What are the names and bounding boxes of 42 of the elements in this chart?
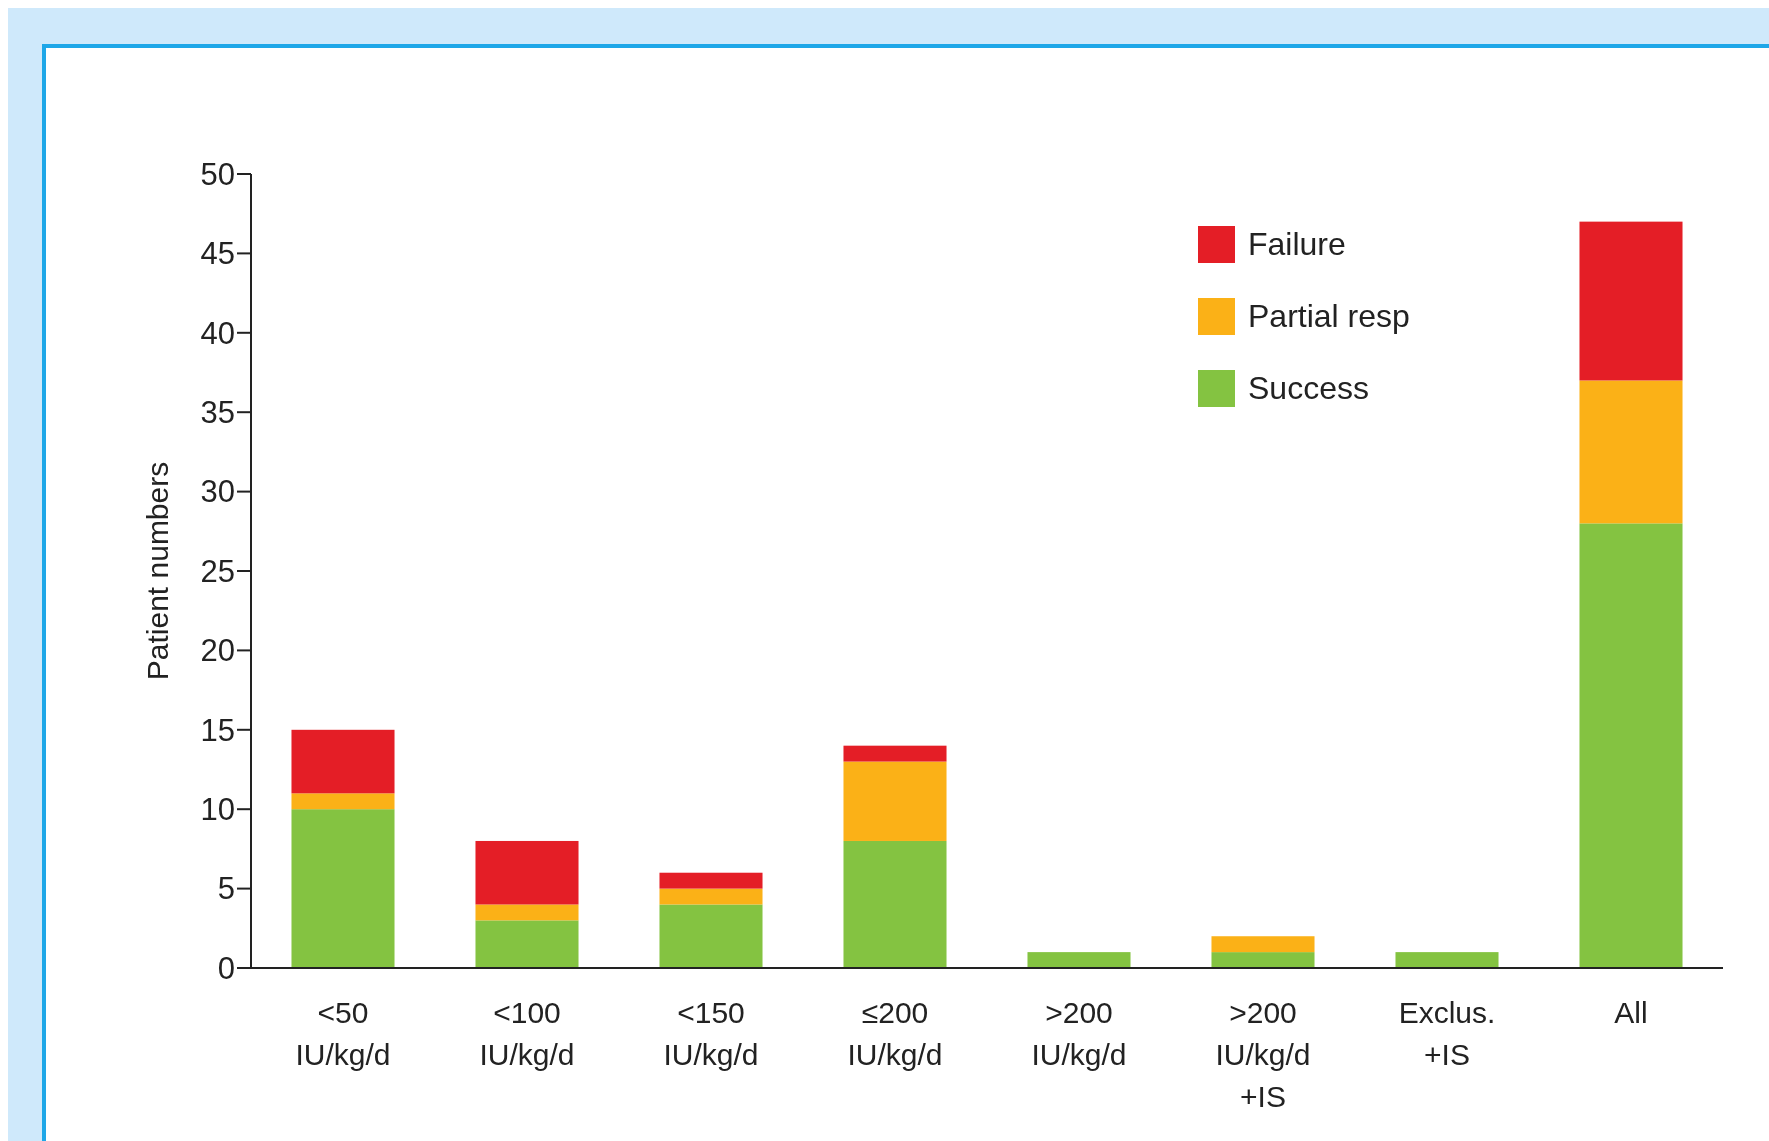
y-tick-label: 20 — [200, 633, 235, 669]
bar — [843, 761, 947, 841]
bar — [1211, 936, 1315, 953]
bar — [1027, 952, 1131, 968]
y-tick-label: 0 — [217, 950, 235, 986]
x-tick-label: Exclus. +IS — [1398, 996, 1496, 1071]
y-axis-title: Patient numbers — [141, 461, 174, 681]
y-tick-label: 5 — [217, 871, 235, 907]
bar — [659, 872, 763, 889]
y-tick-label: 25 — [200, 553, 235, 589]
y-tick-label: 35 — [200, 395, 235, 431]
bar — [659, 888, 763, 905]
y-tick-label: 30 — [200, 474, 235, 510]
y-tick-label: 50 — [200, 156, 235, 192]
legend-label: Partial resp — [1248, 298, 1410, 335]
bar — [475, 920, 579, 968]
x-tick-label: ≤200 IU/kg/d — [847, 996, 943, 1071]
bar — [843, 840, 947, 968]
bar — [475, 904, 579, 921]
bar — [291, 809, 395, 968]
y-tick-label: 15 — [200, 712, 235, 748]
bar — [1579, 380, 1683, 524]
x-tick-label: <50 IU/kg/d — [295, 996, 391, 1071]
bar — [1579, 221, 1683, 381]
legend-label: Failure — [1248, 226, 1346, 263]
bar — [1211, 952, 1315, 968]
bar — [291, 793, 395, 810]
bar — [475, 840, 579, 905]
y-tick-label: 10 — [200, 792, 235, 828]
bar — [843, 745, 947, 762]
x-tick-label: <100 IU/kg/d — [479, 996, 575, 1071]
y-tick-label: 45 — [200, 236, 235, 272]
bar — [659, 904, 763, 968]
y-tick-label: 40 — [200, 315, 235, 351]
x-tick-label: >200 IU/kg/d +IS — [1215, 996, 1311, 1113]
x-tick-label: >200 IU/kg/d — [1031, 996, 1127, 1071]
bar — [1579, 523, 1683, 968]
bar — [1395, 952, 1499, 968]
legend-label: Success — [1248, 370, 1369, 407]
bar — [291, 729, 395, 794]
x-tick-label: <150 IU/kg/d — [663, 996, 759, 1071]
x-tick-label: All — [1614, 996, 1648, 1029]
